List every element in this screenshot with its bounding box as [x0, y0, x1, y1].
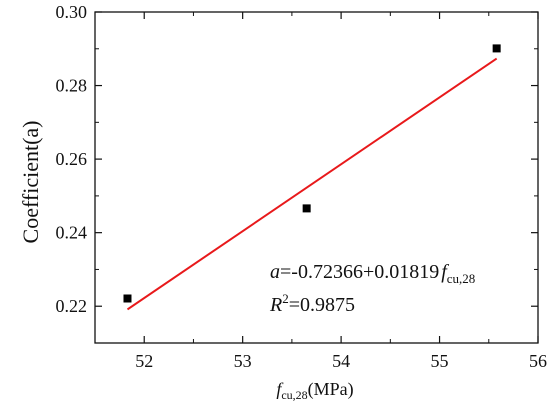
y-axis-title: Coefficient(a) [18, 121, 43, 244]
data-points [123, 44, 501, 303]
x-tick-label: 52 [135, 351, 153, 371]
equation-lhs: a [270, 261, 280, 283]
data-point [123, 294, 132, 303]
r2-symbol: R [269, 294, 282, 316]
y-tick-label: 0.26 [56, 149, 88, 169]
y-tick-label: 0.28 [56, 76, 88, 96]
x-axis-subscript: cu,28 [281, 388, 307, 402]
x-axis-unit: (MPa) [308, 379, 354, 400]
fit-line-group [126, 57, 498, 311]
equation-rhs: =-0.72366+0.01819 [280, 261, 439, 283]
y-tick-label: 0.30 [56, 2, 88, 22]
plot-frame [94, 11, 539, 344]
fit-equation: a=-0.72366+0.01819 fcu,28 [270, 261, 475, 286]
data-point [302, 204, 311, 213]
data-point [492, 44, 501, 53]
y-tick-label: 0.24 [56, 223, 88, 243]
r-squared: R2=0.9875 [269, 291, 355, 316]
x-axis-symbol: f [276, 379, 284, 399]
x-tick-label: 53 [234, 351, 252, 371]
axes: 52 53 54 55 56 0.22 0.24 0.26 0.28 0.30 [56, 2, 548, 371]
y-tick-label: 0.22 [56, 296, 88, 316]
r2-superscript: 2 [282, 291, 289, 306]
r2-value: =0.9875 [289, 294, 355, 316]
fit-line [126, 57, 498, 311]
x-axis-title: fcu,28(MPa) [276, 379, 353, 402]
x-tick-label: 55 [431, 351, 449, 371]
x-tick-label: 56 [529, 351, 547, 371]
equation-symbol: f [441, 261, 449, 283]
equation-subscript: cu,28 [447, 271, 476, 286]
x-tick-label: 54 [332, 351, 350, 371]
